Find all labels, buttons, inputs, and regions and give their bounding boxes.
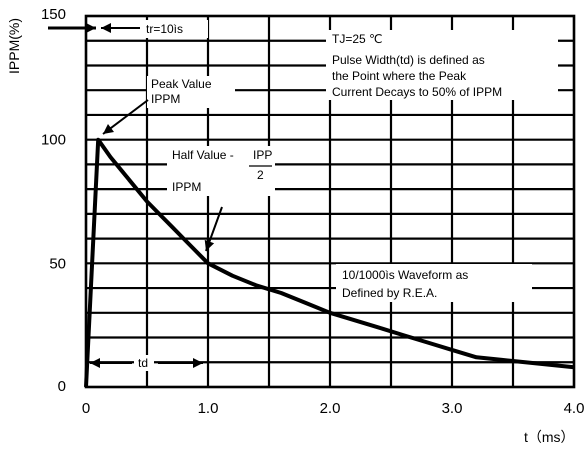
tr-arrow-left-head [101, 23, 111, 33]
y-tick-label: 50 [49, 255, 66, 272]
y-axis-label: IPPM(%) [6, 18, 22, 74]
half-value-ippm: IPPM [172, 180, 201, 194]
x-tick-label: 4.0 [564, 400, 585, 417]
x-tick-label: 3.0 [442, 400, 463, 417]
waveform-line-1: 10/1000ìs Waveform as [342, 268, 468, 282]
half-value-box [167, 146, 275, 196]
td-label: td [138, 356, 148, 370]
pulse-width-line-3: Current Decays to 50% of IPPM [332, 85, 502, 99]
tick-labels: 0 1.0 2.0 3.0 4.0 0 50 100 150 [41, 6, 584, 417]
peak-value-label: Peak Value [151, 77, 212, 91]
plot-frame [84, 14, 576, 389]
y-tick-label: 0 [58, 378, 66, 395]
half-value-label: Half Value - [172, 148, 234, 162]
x-tick-label: 2.0 [320, 400, 341, 417]
pulse-width-line-1: Pulse Width(td) is defined as [332, 53, 485, 67]
x-tick-label: 1.0 [198, 400, 219, 417]
annotation-boxes [134, 20, 558, 371]
waveform-curve [84, 137, 575, 388]
half-value-arrow-head [204, 239, 215, 251]
waveform-box [336, 264, 532, 302]
y150-pointer-arrow-head [86, 23, 96, 33]
annotation-arrows [48, 23, 272, 368]
y-tick-label: 150 [41, 6, 66, 23]
tr-label: tr=10ìs [146, 22, 183, 36]
half-value-denominator: 2 [257, 168, 264, 182]
peak-value-arrow-head [103, 123, 114, 134]
td-label-box [134, 355, 154, 371]
waveform-line-2: Defined by R.E.A. [342, 286, 437, 300]
pulse-width-line-2: the Point where the Peak [332, 69, 467, 83]
td-arrow-right-head [193, 358, 203, 368]
tj-label: TJ=25 ℃ [332, 32, 383, 46]
curve-layer [84, 137, 575, 388]
x-tick-label: 0 [82, 400, 90, 417]
tr-label-box [142, 20, 208, 38]
x-axis-label: t（ms） [524, 429, 575, 445]
pulse-width-box [326, 30, 558, 100]
y-tick-label: 100 [41, 132, 66, 149]
td-arrow-left-head [90, 358, 100, 368]
peak-value-box [147, 76, 235, 108]
peak-value-ippm: IPPM [151, 92, 180, 106]
half-value-ipp: IPP [253, 148, 272, 162]
